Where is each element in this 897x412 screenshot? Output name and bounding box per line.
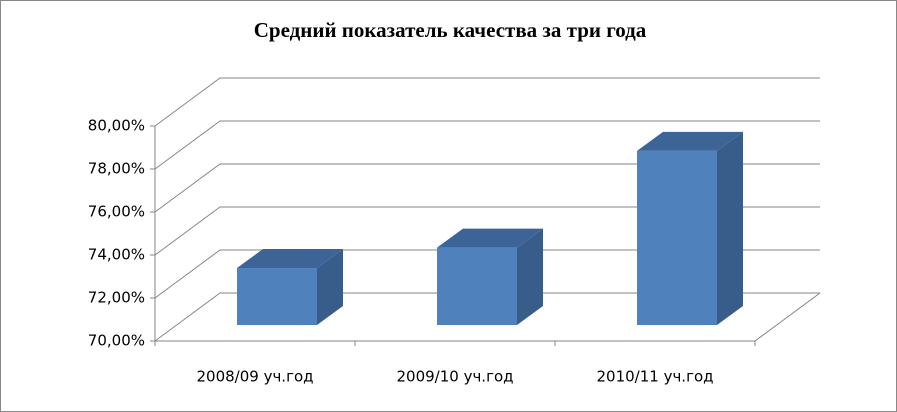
y-tick-label: 72,00% xyxy=(88,289,145,307)
x-tick-label: 2008/09 уч.год xyxy=(196,368,313,386)
x-tick-label: 2009/10 уч.год xyxy=(396,368,513,386)
grid-line xyxy=(154,77,820,127)
bar xyxy=(237,268,317,325)
grid-line xyxy=(154,120,820,170)
grid-line xyxy=(154,249,820,299)
y-tick-label: 80,00% xyxy=(88,117,145,135)
grid-line xyxy=(154,292,820,342)
grid-line xyxy=(154,163,820,213)
chart-title: Средний показатель качества за три года xyxy=(254,18,647,42)
x-tick-label: 2010/11 уч.год xyxy=(596,368,713,386)
bar-top xyxy=(237,249,343,269)
y-tick-label: 78,00% xyxy=(88,160,145,178)
bar xyxy=(437,247,517,325)
bar-side xyxy=(517,228,543,325)
bar-top xyxy=(437,228,543,248)
bar-side xyxy=(717,131,743,325)
bar-side xyxy=(317,249,343,325)
bar-top xyxy=(637,131,743,151)
y-tick-label: 76,00% xyxy=(88,203,145,221)
y-tick-label: 70,00% xyxy=(88,332,145,350)
grid-line xyxy=(154,206,820,256)
y-tick-label: 74,00% xyxy=(88,246,145,264)
bar xyxy=(637,150,717,325)
